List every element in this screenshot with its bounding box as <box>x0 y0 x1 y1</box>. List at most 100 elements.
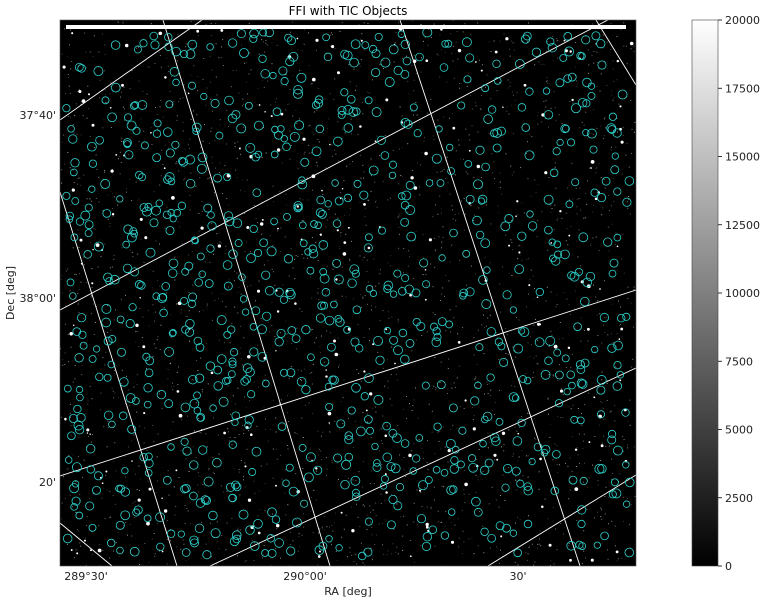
noise-pixel <box>458 546 460 548</box>
noise-pixel <box>244 280 246 282</box>
noise-pixel <box>325 226 327 228</box>
tic-marker <box>213 381 223 391</box>
tic-marker <box>624 176 635 186</box>
tic-marker <box>319 267 328 276</box>
noise-pixel <box>312 532 314 534</box>
star <box>541 113 545 117</box>
noise-pixel <box>397 425 399 427</box>
star <box>315 467 318 470</box>
noise-pixel <box>213 194 215 196</box>
noise-pixel <box>433 499 435 501</box>
tic-marker <box>493 77 502 85</box>
noise-pixel <box>463 158 464 160</box>
noise-pixel <box>246 81 247 83</box>
noise-pixel <box>507 79 509 81</box>
tic-marker <box>189 535 199 545</box>
noise-pixel <box>570 408 572 410</box>
noise-pixel <box>78 312 80 313</box>
tic-marker <box>223 172 232 182</box>
noise-pixel <box>440 448 442 450</box>
tic-marker <box>330 300 338 309</box>
noise-pixel <box>312 328 314 330</box>
noise-pixel <box>513 171 515 173</box>
noise-pixel <box>111 45 113 47</box>
noise-pixel <box>100 392 102 394</box>
noise-pixel <box>161 150 163 151</box>
noise-pixel <box>349 199 350 201</box>
noise-pixel <box>628 524 630 526</box>
noise-pixel <box>321 269 323 271</box>
tic-marker <box>163 127 173 137</box>
noise-pixel <box>576 520 578 521</box>
noise-pixel <box>452 424 454 426</box>
noise-pixel <box>240 460 242 461</box>
tic-marker <box>392 433 402 444</box>
tic-marker <box>325 402 334 412</box>
noise-pixel <box>407 80 409 82</box>
noise-pixel <box>530 344 532 346</box>
noise-pixel <box>439 195 441 197</box>
noise-pixel <box>303 368 305 370</box>
colorbar-tick-label: 2500 <box>725 492 753 505</box>
noise-pixel <box>387 550 389 552</box>
noise-pixel <box>80 134 82 136</box>
noise-pixel <box>388 317 390 319</box>
tic-marker <box>129 546 140 557</box>
noise-pixel <box>128 245 130 247</box>
tic-marker <box>582 99 591 108</box>
noise-pixel <box>134 517 136 518</box>
star <box>523 83 527 87</box>
tic-marker <box>319 357 330 367</box>
noise-pixel <box>422 451 424 453</box>
noise-pixel <box>69 403 71 405</box>
noise-pixel <box>102 178 104 180</box>
noise-pixel <box>178 477 180 478</box>
chart-title: FFI with TIC Objects <box>289 4 408 18</box>
noise-pixel <box>504 328 506 330</box>
noise-pixel <box>185 46 187 48</box>
noise-pixel <box>445 511 446 513</box>
noise-pixel <box>221 535 223 536</box>
noise-pixel <box>450 383 452 385</box>
noise-pixel <box>310 83 312 85</box>
noise-pixel <box>596 51 598 53</box>
noise-pixel <box>286 340 288 342</box>
noise-pixel <box>406 55 407 57</box>
noise-pixel <box>485 86 486 88</box>
noise-pixel <box>256 104 258 106</box>
tic-marker <box>576 365 586 374</box>
noise-pixel <box>623 496 625 498</box>
noise-pixel <box>333 264 335 266</box>
noise-pixel <box>294 432 296 434</box>
noise-pixel <box>74 114 76 116</box>
noise-pixel <box>204 497 206 499</box>
star <box>425 59 429 63</box>
noise-pixel <box>382 59 384 61</box>
tic-marker <box>227 370 236 378</box>
tic-marker <box>380 57 391 68</box>
tic-marker <box>280 368 288 377</box>
noise-pixel <box>602 47 604 49</box>
noise-pixel <box>555 528 557 530</box>
noise-pixel <box>338 354 340 356</box>
noise-pixel <box>409 403 410 405</box>
tic-marker <box>344 431 354 440</box>
tic-marker <box>68 134 78 144</box>
tic-marker <box>299 239 308 248</box>
noise-pixel <box>363 98 365 99</box>
noise-pixel <box>520 416 522 418</box>
tic-marker <box>227 38 238 48</box>
tic-marker <box>223 330 232 339</box>
noise-pixel <box>541 146 543 148</box>
tic-marker <box>209 404 217 412</box>
noise-pixel <box>261 39 263 41</box>
noise-pixel <box>370 521 372 523</box>
noise-pixel <box>360 38 362 40</box>
tic-marker <box>357 551 367 561</box>
noise-pixel <box>534 437 536 439</box>
noise-pixel <box>341 295 343 297</box>
noise-pixel <box>396 379 398 381</box>
noise-pixel <box>588 167 590 169</box>
star <box>78 89 82 94</box>
